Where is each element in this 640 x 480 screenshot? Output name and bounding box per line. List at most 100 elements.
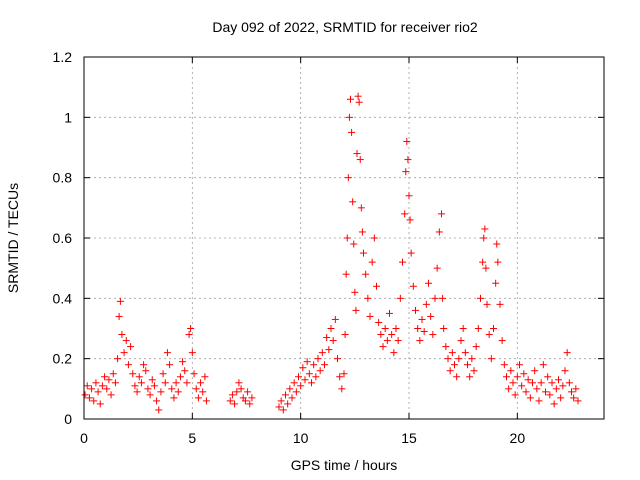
data-point <box>159 370 167 378</box>
data-point <box>179 358 187 366</box>
data-point <box>364 294 372 302</box>
data-point <box>440 325 448 332</box>
data-point <box>422 300 430 308</box>
data-point <box>459 325 467 332</box>
data-point <box>183 379 191 387</box>
data-point <box>542 388 549 396</box>
data-point <box>181 367 189 375</box>
data-point <box>496 300 504 308</box>
data-point <box>192 385 200 393</box>
data-point <box>509 379 517 387</box>
data-point <box>354 92 362 100</box>
data-point <box>402 168 410 176</box>
data-point <box>544 373 552 381</box>
data-point <box>166 361 174 369</box>
data-point <box>405 192 413 200</box>
data-point <box>115 312 123 320</box>
data-point <box>529 379 536 387</box>
data-point <box>377 331 385 339</box>
data-point <box>563 349 571 357</box>
data-point <box>325 346 333 354</box>
data-point <box>343 234 351 242</box>
data-point <box>172 379 180 387</box>
data-point <box>396 294 404 302</box>
data-point <box>201 373 209 381</box>
data-point <box>427 312 435 320</box>
y-tick-label: 0.6 <box>53 230 73 246</box>
data-point <box>409 282 417 290</box>
axis-ticks: 0 5 10 15 20 0 0.2 0.4 0.6 0.8 1 1.2 <box>53 49 604 446</box>
data-point <box>176 373 184 381</box>
data-point <box>362 270 370 278</box>
data-points <box>81 92 582 414</box>
data-point <box>228 391 236 399</box>
data-point <box>349 198 357 206</box>
data-point <box>565 379 573 387</box>
data-point <box>557 394 565 402</box>
y-axis-label: SRMTID / TECUs <box>5 183 21 293</box>
data-point <box>490 325 497 332</box>
data-point <box>142 367 150 375</box>
data-point <box>455 355 463 363</box>
data-point <box>299 364 307 372</box>
data-point <box>388 331 396 339</box>
data-point <box>404 156 412 164</box>
data-point <box>146 391 154 399</box>
data-point <box>246 400 254 408</box>
data-point <box>85 394 93 402</box>
data-point <box>574 397 582 405</box>
data-point <box>244 388 252 396</box>
data-point <box>468 355 476 363</box>
data-point <box>470 367 478 375</box>
data-point <box>275 403 283 411</box>
data-point <box>477 294 484 302</box>
data-point <box>316 367 324 375</box>
data-point <box>466 373 474 381</box>
data-point <box>503 373 510 381</box>
data-point <box>381 325 389 332</box>
data-point <box>461 349 469 357</box>
data-point <box>323 334 331 342</box>
data-point <box>174 388 182 396</box>
data-point <box>81 391 89 399</box>
data-point <box>483 300 491 308</box>
data-point <box>550 400 558 408</box>
data-point <box>155 406 163 414</box>
data-point <box>492 279 500 287</box>
data-point <box>533 385 541 393</box>
data-point <box>348 128 356 136</box>
data-point <box>493 240 501 248</box>
data-point <box>494 258 502 266</box>
data-point <box>163 349 171 357</box>
data-point <box>351 288 359 296</box>
data-point <box>233 388 241 396</box>
data-point <box>412 306 419 314</box>
data-point <box>373 282 380 290</box>
data-point <box>552 385 560 393</box>
data-point <box>360 249 367 257</box>
y-tick-label: 1.2 <box>53 49 73 65</box>
data-point <box>355 98 363 106</box>
data-point <box>231 400 239 408</box>
data-point <box>480 234 488 242</box>
data-point <box>107 391 115 399</box>
data-point <box>435 228 443 236</box>
y-tick-label: 0.2 <box>53 351 73 367</box>
data-point <box>433 264 441 272</box>
data-point <box>448 349 456 357</box>
data-point <box>420 328 428 336</box>
data-point <box>334 355 341 363</box>
data-point <box>297 382 305 390</box>
data-point <box>498 337 506 345</box>
data-point <box>94 388 102 396</box>
data-point <box>150 382 158 390</box>
data-point <box>129 370 137 378</box>
data-point <box>226 397 234 405</box>
data-point <box>548 379 556 387</box>
data-point <box>292 388 300 396</box>
data-point <box>513 373 521 381</box>
data-point <box>282 391 289 399</box>
data-point <box>356 156 364 164</box>
data-point <box>286 385 294 393</box>
